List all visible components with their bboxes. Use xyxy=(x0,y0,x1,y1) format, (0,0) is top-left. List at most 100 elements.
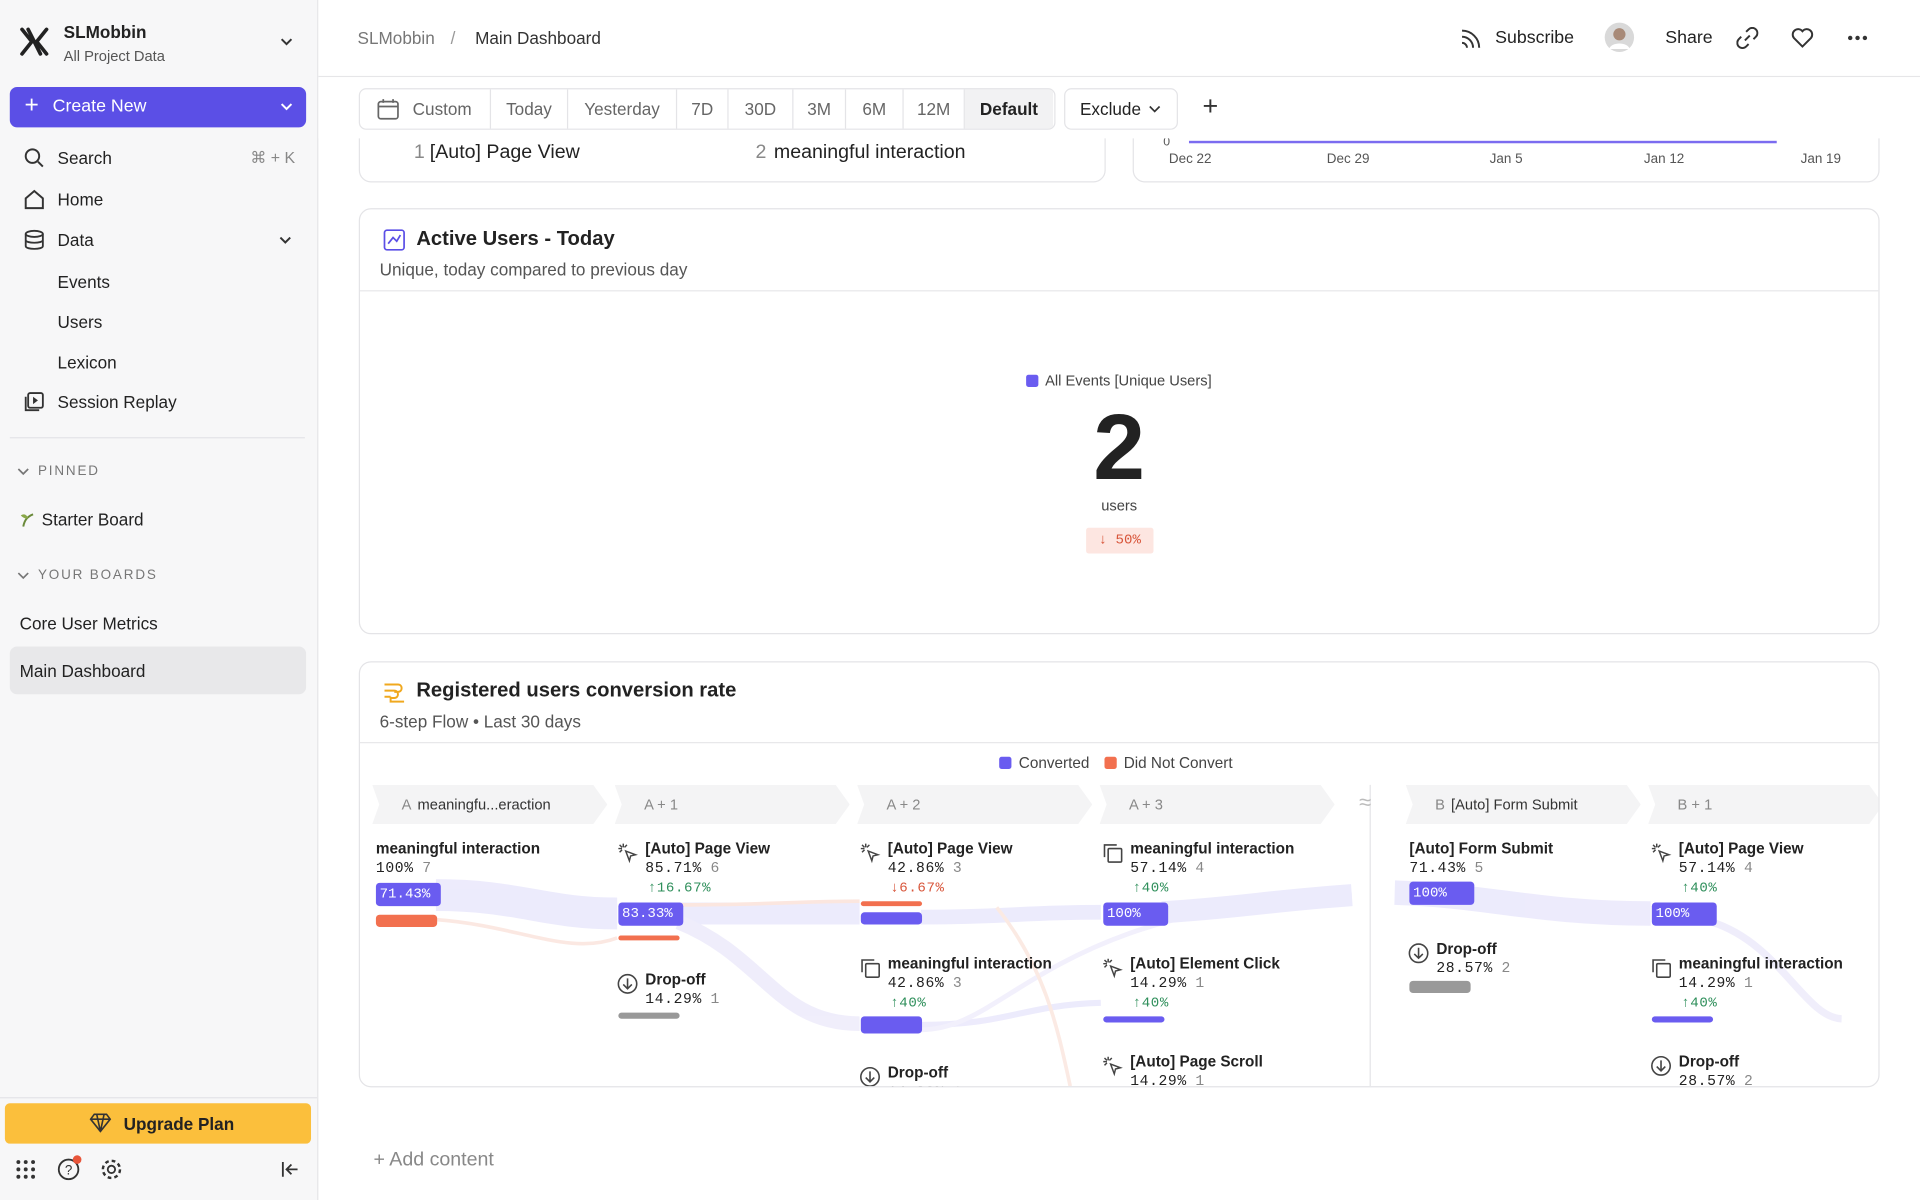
step-icon xyxy=(860,1066,880,1087)
flow-bar xyxy=(860,912,923,925)
share[interactable]: Share xyxy=(1665,28,1713,48)
exclude-label: Exclude xyxy=(1080,99,1141,119)
step-change: ↑40% xyxy=(1132,880,1169,897)
collapse-icon[interactable] xyxy=(280,1160,300,1180)
card-icon xyxy=(383,229,405,251)
trend-line xyxy=(1188,140,1777,144)
nav-home[interactable]: Home xyxy=(57,189,104,210)
metric-value: 2 xyxy=(1093,395,1146,500)
step-header: A + 1 xyxy=(614,784,850,825)
step-name: [Auto] Page View xyxy=(887,840,1013,858)
pinned-heading: PINNED xyxy=(37,464,100,479)
step-count: 2 xyxy=(1501,960,1511,978)
breadcrumb[interactable]: SLMobbin xyxy=(357,28,435,48)
create-new-label: Create New xyxy=(52,96,147,117)
apps-icon[interactable] xyxy=(15,1158,37,1180)
board-selected[interactable] xyxy=(9,646,307,695)
step-stats: 57.14% 4 xyxy=(1130,860,1205,877)
range-option[interactable]: 3M xyxy=(793,89,847,129)
avatar[interactable] xyxy=(1604,22,1635,53)
nav-lexicon[interactable]: Lexicon xyxy=(57,352,117,373)
step-name: Drop-off xyxy=(1678,1053,1740,1071)
subscribe-icon[interactable] xyxy=(1460,27,1484,49)
step-percent: 57.14% xyxy=(1678,859,1736,877)
step-count: 6 xyxy=(710,859,720,877)
range-option[interactable]: Today xyxy=(491,89,569,129)
range-option[interactable]: Default xyxy=(964,89,1054,129)
range-option[interactable]: 7D xyxy=(677,89,729,129)
step-change: ↓6.67% xyxy=(890,880,945,897)
step-stats: 100% 7 xyxy=(376,860,432,877)
range-option[interactable]: Yesterday xyxy=(568,89,678,129)
logo xyxy=(20,27,49,56)
step-count: 7 xyxy=(422,859,432,877)
favorite-icon[interactable] xyxy=(1790,27,1814,49)
divider xyxy=(360,742,1879,744)
range-option[interactable]: 6M xyxy=(846,89,904,129)
step-name: meaningful interaction xyxy=(887,955,1052,973)
replay-icon xyxy=(24,392,44,412)
sprout-icon xyxy=(20,513,34,527)
chevron[interactable] xyxy=(278,235,293,247)
step-prefix: A + 2 xyxy=(886,795,921,814)
create-new-button[interactable]: + Create New xyxy=(9,86,307,128)
link-icon[interactable] xyxy=(1736,26,1759,49)
step-count: 1 xyxy=(1195,974,1205,992)
step-icon xyxy=(617,973,638,994)
step-name: [Auto] Page Scroll xyxy=(1130,1053,1263,1071)
flow-bar xyxy=(860,1016,923,1034)
upgrade-button[interactable]: Upgrade Plan xyxy=(4,1103,312,1144)
nav-session-replay[interactable]: Session Replay xyxy=(57,391,177,412)
step-header: B + 1 xyxy=(1648,784,1879,825)
range-option[interactable]: 12M xyxy=(904,89,965,129)
step-change: ↑40% xyxy=(1681,880,1718,897)
flow-bar xyxy=(1409,980,1471,994)
add-content[interactable]: + Add content xyxy=(373,1149,494,1171)
board[interactable]: Core User Metrics xyxy=(19,613,158,634)
chevron[interactable] xyxy=(279,37,294,49)
home-icon xyxy=(24,189,44,210)
x-label: Jan 19 xyxy=(1800,151,1842,167)
flow-bar xyxy=(1103,1016,1165,1023)
step-change: ↑40% xyxy=(1681,995,1718,1012)
legend-label: Did Not Convert xyxy=(1123,754,1233,772)
calendar-icon xyxy=(377,99,399,120)
x-label: Jan 5 xyxy=(1489,151,1523,167)
chevron[interactable] xyxy=(17,465,29,477)
more-icon[interactable] xyxy=(1847,34,1869,41)
step-header: A + 3 xyxy=(1099,784,1335,825)
flow-bar: 100% xyxy=(1409,881,1475,905)
help-icon[interactable]: ? xyxy=(56,1153,83,1181)
svg-text:?: ? xyxy=(65,1162,72,1177)
range-option[interactable]: Custom xyxy=(360,89,492,129)
nav-data[interactable]: Data xyxy=(57,230,94,250)
board[interactable]: Main Dashboard xyxy=(19,661,146,681)
step-percent: 28.57% xyxy=(1678,1072,1736,1088)
workspace-name[interactable]: SLMobbin xyxy=(63,22,147,42)
nav-users[interactable]: Users xyxy=(57,312,103,332)
step-stats: 14.29% 1 xyxy=(1679,975,1754,992)
add-filter[interactable]: + xyxy=(1202,90,1219,122)
step-prefix: B + 1 xyxy=(1677,795,1713,814)
subscribe[interactable]: Subscribe xyxy=(1495,28,1575,48)
step-count: 2 xyxy=(1743,1072,1754,1088)
nav-events[interactable]: Events xyxy=(57,271,110,292)
chevron[interactable] xyxy=(17,569,29,581)
search[interactable]: Search xyxy=(57,148,112,168)
step-name: [Auto] Page View xyxy=(1678,840,1804,858)
step-percent: 85.71% xyxy=(645,859,702,877)
header xyxy=(318,0,1920,78)
settings-icon[interactable] xyxy=(100,1158,122,1180)
step-count: 1 xyxy=(1195,1072,1205,1088)
step-icon xyxy=(1408,943,1429,964)
breadcrumb-separator: / xyxy=(450,28,456,48)
step-stats: 42.86% 3 xyxy=(888,860,963,877)
step-label: meaningfu...eraction xyxy=(417,795,551,814)
exclude-button[interactable]: Exclude xyxy=(1064,88,1178,130)
step-change: ↑16.67% xyxy=(647,880,712,897)
pinned-board[interactable]: Starter Board xyxy=(41,509,144,529)
range-option[interactable]: 30D xyxy=(729,89,794,129)
step-percent: 14.29% xyxy=(888,1084,945,1086)
event-index: 1 xyxy=(413,142,425,163)
